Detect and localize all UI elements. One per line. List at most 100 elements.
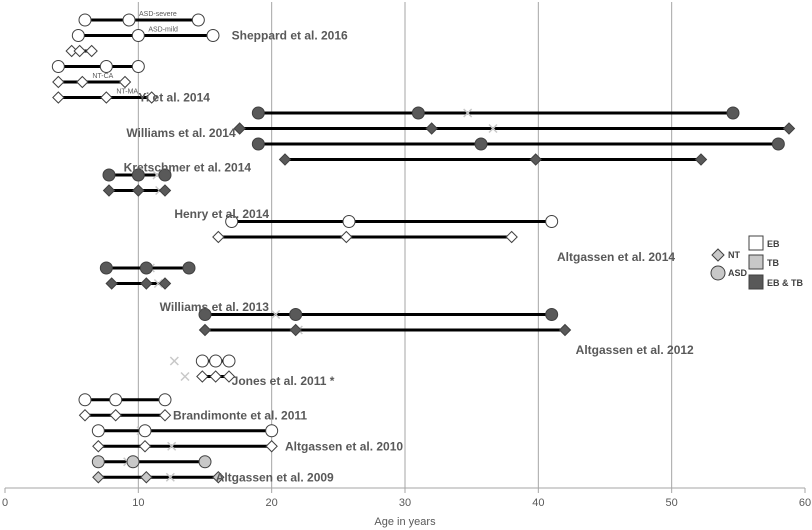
diamond-min-point-7 <box>233 122 246 135</box>
diamond-max-point-2 <box>85 44 98 58</box>
diamond-mean-point-9 <box>529 153 542 166</box>
legend-nt-label: NT <box>728 250 740 260</box>
circle-max-point-10 <box>158 168 172 182</box>
series-row-6 <box>251 106 740 120</box>
circle-max-point-8 <box>771 137 785 151</box>
series-row-17 <box>198 323 572 337</box>
subgroup-label-5: NT-MA <box>116 89 138 96</box>
study-labels: Sheppard et al. 2016 Yi et al. 2014 Willia… <box>124 29 694 485</box>
legend-asd-symbol <box>710 265 726 281</box>
circle-min-point-14 <box>99 261 113 275</box>
circle-mean-point-18 <box>209 354 223 368</box>
circle-mean-point-6 <box>411 106 425 120</box>
circle-mean-point-22 <box>138 424 152 438</box>
legend-square-label-1: TB <box>767 258 779 268</box>
circle-max-point-22 <box>265 424 279 438</box>
subgroup-label-4: NT-CA <box>92 73 113 80</box>
study-label-2: Williams et al. 2014 <box>126 126 236 140</box>
circle-max-point-18 <box>222 354 236 368</box>
circle-max-point-0 <box>191 13 205 27</box>
mean-cross-18 <box>169 356 179 366</box>
x-tick-label-60: 60 <box>799 497 811 509</box>
legend: NT ASD EB TB EB & TB <box>710 235 804 290</box>
mean-cross-19-b <box>180 371 190 382</box>
circle-min-point-10 <box>102 168 116 182</box>
study-label-7: Altgassen et al. 2012 <box>576 343 694 357</box>
circle-min-point-18 <box>195 354 209 368</box>
study-label-11: Altgassen et al. 2009 <box>216 470 334 484</box>
mean-cross-23-b <box>167 441 177 451</box>
x-tick-label-0: 0 <box>2 497 8 509</box>
circle-max-point-20 <box>158 393 172 407</box>
series-row-14 <box>99 261 196 275</box>
diamond-mean-point-4 <box>76 75 89 89</box>
mean-cross-7 <box>488 123 498 134</box>
circle-max-point-1 <box>206 29 220 42</box>
circle-max-point-24 <box>198 455 212 469</box>
x-axis-title: Age in years <box>374 516 436 528</box>
circle-min-point-24 <box>91 455 105 469</box>
circle-min-point-1 <box>71 29 85 42</box>
series-row-20 <box>78 393 172 407</box>
series-row-22 <box>91 424 279 438</box>
diamond-max-point-19 <box>222 370 236 383</box>
circle-mean-point-24 <box>126 455 140 469</box>
series-row-7 <box>233 122 796 135</box>
circle-min-point-22 <box>91 424 105 438</box>
circle-min-point-16 <box>198 308 212 321</box>
series-row-8 <box>251 137 785 151</box>
subgroup-label-1: ASD-mild <box>148 27 178 34</box>
diamond-max-point-7 <box>782 122 796 135</box>
study-label-9: Brandimonte et al. 2011 <box>173 408 307 422</box>
circle-max-point-6 <box>726 106 740 120</box>
circle-mean-point-14 <box>139 261 153 275</box>
series-row-0: ASD-severe <box>78 11 205 27</box>
series-row-10 <box>102 168 172 182</box>
x-tick-label-50: 50 <box>666 497 678 509</box>
study-label-1: Yi et al. 2014 <box>138 91 210 105</box>
diamond-mean-point-21 <box>109 409 122 422</box>
diamond-max-point-25 <box>212 471 225 484</box>
diamond-max-point-13 <box>505 230 518 244</box>
diamond-mean-point-13 <box>340 230 353 244</box>
diamond-min-point-17 <box>198 323 212 337</box>
circle-mean-point-0 <box>122 13 136 27</box>
diamond-min-point-5 <box>52 91 65 104</box>
mean-cross-16-b <box>271 309 281 320</box>
diamond-mean-point-25 <box>140 471 153 484</box>
circle-mean-point-8 <box>474 137 488 151</box>
diamond-mean-point-19 <box>209 370 222 383</box>
diamond-max-point-17 <box>558 323 572 337</box>
study-label-6: Williams et al. 2013 <box>160 300 270 314</box>
circle-max-point-16 <box>545 308 559 321</box>
study-label-0: Sheppard et al. 2016 <box>232 29 348 43</box>
diamond-min-point-15 <box>105 277 118 290</box>
series-layer: ASD-severe ASD-mild NT-CA NT-MA <box>51 11 796 484</box>
x-tick-label-40: 40 <box>532 497 544 509</box>
diamond-max-point-21 <box>158 409 172 422</box>
mean-cross-15-b <box>153 278 163 289</box>
circle-max-point-3 <box>131 60 145 73</box>
series-row-24 <box>91 455 212 469</box>
series-row-5: NT-MA <box>52 89 158 104</box>
diamond-min-point-9 <box>278 153 292 166</box>
series-row-18 <box>169 354 236 368</box>
x-axis: 0 10 20 30 40 50 60 <box>2 487 811 509</box>
gridlines <box>137 2 673 488</box>
series-row-3 <box>51 60 145 73</box>
mean-cross-25 <box>165 472 175 482</box>
study-label-3: Kretschmer et al. 2014 <box>124 160 252 174</box>
diamond-mean-point-7 <box>425 122 438 135</box>
circle-mean-point-3 <box>99 60 113 73</box>
series-row-19 <box>180 370 236 383</box>
diamond-max-point-5 <box>145 91 158 104</box>
series-row-2 <box>65 44 98 58</box>
series-row-16 <box>198 308 559 321</box>
circle-min-point-3 <box>51 60 65 73</box>
diamond-max-point-9 <box>694 153 708 166</box>
circle-min-point-20 <box>78 393 92 407</box>
study-label-10: Altgassen et al. 2010 <box>285 439 403 453</box>
series-row-15 <box>105 277 172 290</box>
circle-min-point-8 <box>251 137 265 151</box>
circle-mean-point-20 <box>109 393 123 407</box>
